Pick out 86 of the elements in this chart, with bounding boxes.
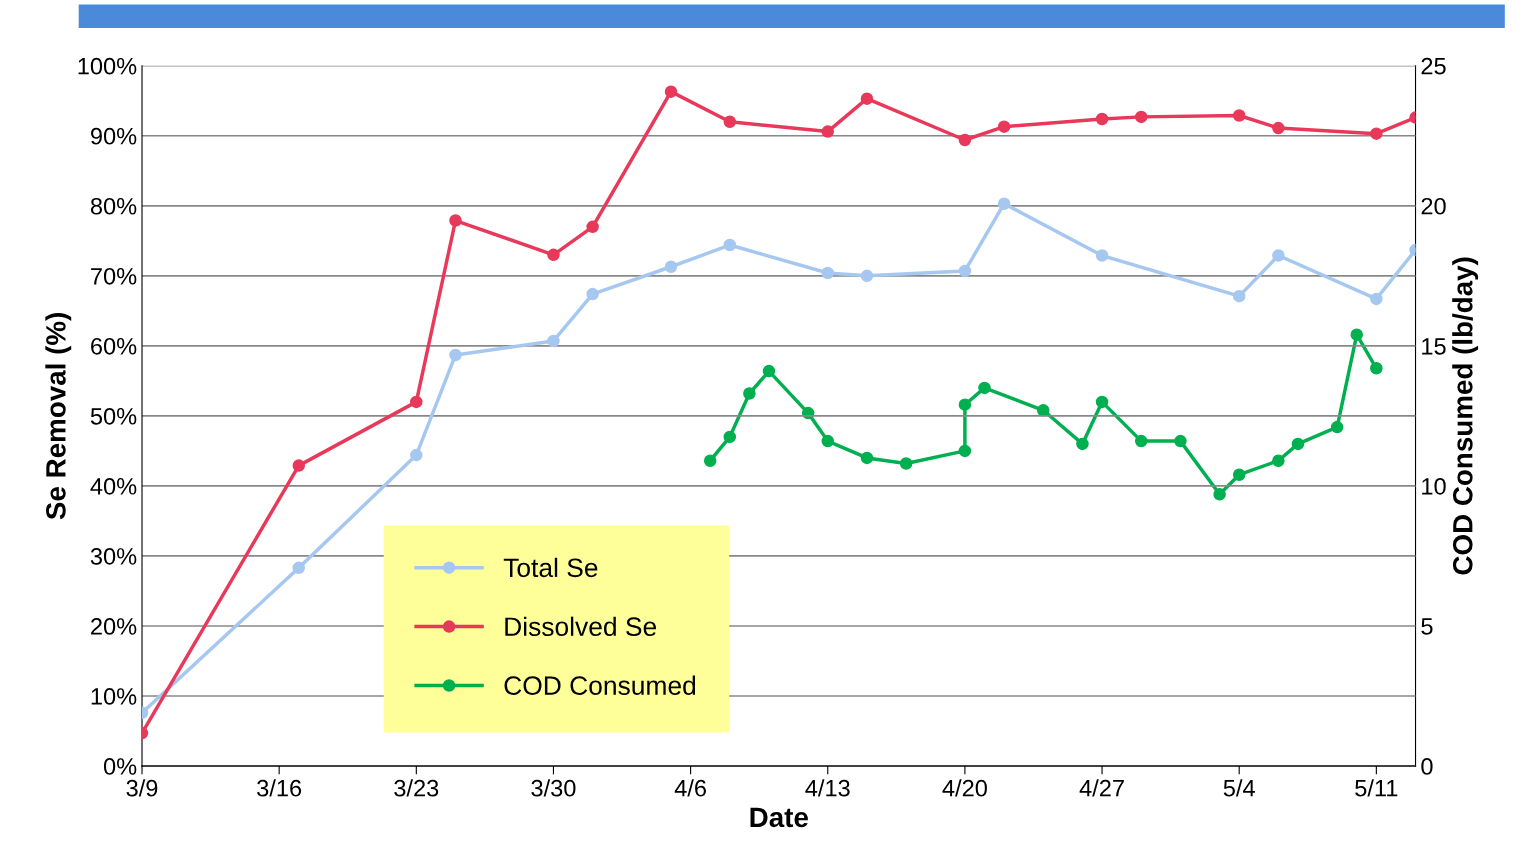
point [1370, 292, 1383, 306]
point [1095, 395, 1109, 409]
y-tick-label: 50% [90, 407, 137, 425]
point [1272, 249, 1285, 262]
point [860, 92, 874, 105]
point [958, 264, 972, 278]
x-tick-label: 4/20 [942, 779, 987, 797]
point [1232, 468, 1246, 481]
point [1134, 434, 1148, 448]
point [703, 454, 717, 467]
y-axis-title: Se Removal (%) [45, 313, 72, 520]
legend-label: Dissolved Se [505, 616, 657, 637]
x-tick-label: 4/13 [805, 779, 850, 797]
y-tick-label: 60% [91, 337, 137, 355]
y2-tick-label: 10 [1422, 477, 1446, 495]
point [1174, 434, 1187, 448]
y-tick-label: 70% [91, 267, 137, 285]
point [664, 260, 678, 273]
y2-tick-label: 25 [1421, 57, 1446, 75]
point [1232, 289, 1246, 303]
point [547, 248, 560, 262]
point [723, 115, 737, 129]
point [547, 334, 560, 348]
point [958, 398, 972, 411]
point [958, 133, 972, 147]
x-tick-label: 3/30 [531, 779, 576, 797]
point [1076, 437, 1089, 451]
y2-tick-label: 0 [1421, 758, 1433, 775]
x-tick-label: 3/16 [257, 779, 302, 797]
point [821, 125, 835, 138]
legend-label: COD Consumed [504, 675, 696, 695]
y-tick-label: 20% [91, 618, 137, 635]
x-tick-label: 5/11 [1355, 779, 1398, 797]
point [723, 430, 737, 444]
point [410, 448, 423, 462]
point [1350, 328, 1364, 341]
x-tick-label: 4/27 [1079, 779, 1124, 797]
point [1037, 404, 1050, 417]
point [1370, 127, 1383, 140]
point [958, 444, 972, 458]
point [1370, 362, 1383, 375]
point [586, 220, 599, 234]
x-axis-title: Date [750, 807, 808, 828]
point [1095, 112, 1109, 126]
point [1291, 437, 1305, 451]
y-tick-label: 10% [91, 688, 137, 705]
point [723, 238, 737, 252]
y-tick-label: 80% [90, 197, 137, 215]
y2-tick-label: 15 [1422, 338, 1446, 355]
point [997, 120, 1011, 133]
y2-tick-label: 20 [1421, 197, 1446, 215]
point [292, 561, 306, 575]
point [586, 287, 599, 301]
point [1272, 121, 1285, 135]
point [449, 348, 462, 362]
y-tick-label: 40% [90, 477, 137, 495]
point [762, 364, 776, 378]
point [899, 457, 913, 470]
point [410, 395, 423, 409]
x-tick-label: 4/6 [674, 779, 706, 797]
point [292, 459, 306, 472]
x-tick-label: 3/9 [126, 779, 158, 797]
y-tick-label: 90% [91, 127, 137, 145]
point [1213, 488, 1226, 501]
y2-axis-title: COD Consumed (lb/day) [1452, 257, 1479, 575]
point [1232, 109, 1246, 122]
point [1134, 110, 1148, 124]
y-tick-label: 30% [90, 548, 137, 565]
point [997, 197, 1011, 210]
point [860, 451, 874, 465]
y2-tick-label: 5 [1421, 618, 1433, 635]
x-tick-label: 3/23 [394, 779, 439, 797]
point [978, 381, 991, 395]
x-tick-label: 5/4 [1223, 779, 1255, 797]
point [1272, 454, 1285, 467]
point [1330, 420, 1344, 434]
point [860, 269, 874, 283]
point [1095, 249, 1109, 262]
point [821, 434, 835, 448]
point [449, 214, 462, 227]
y-tick-label: 100% [78, 57, 137, 75]
legend-label: Total Se [503, 557, 598, 578]
point [821, 266, 835, 280]
point [664, 85, 678, 98]
y-tick-label: 0% [103, 758, 137, 775]
point [743, 387, 756, 400]
